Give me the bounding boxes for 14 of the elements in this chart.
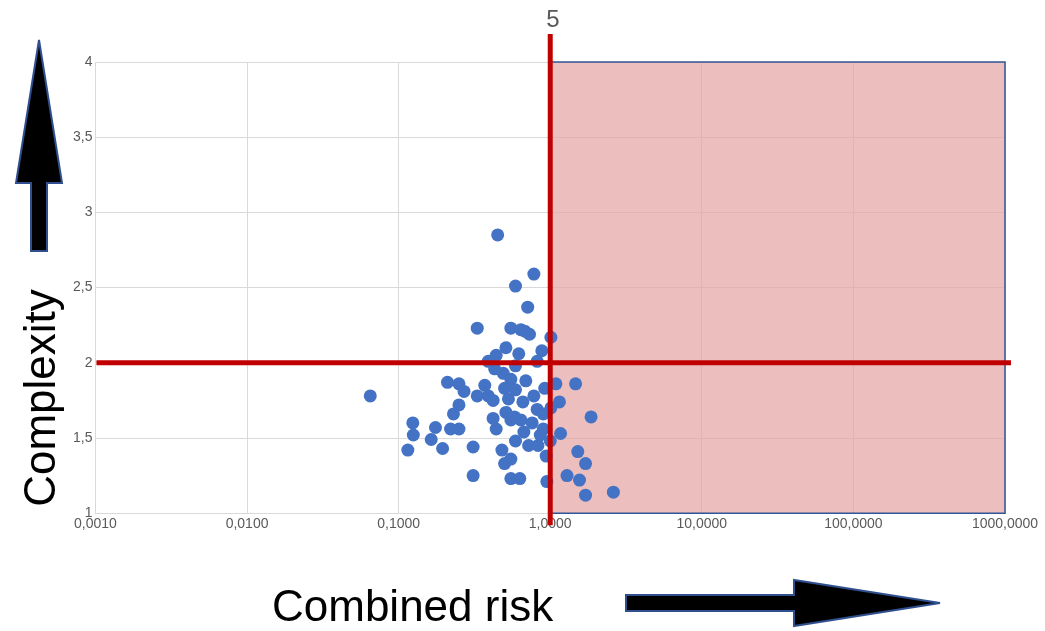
- text: 5: [546, 4, 560, 32]
- y-tick-label: 4: [84, 52, 93, 69]
- y-tick-label: 1,5: [72, 428, 93, 445]
- x-tick-label: 0,0100: [225, 515, 269, 532]
- x-axis-title: Combined risk: [272, 581, 554, 630]
- x-tick-label: 10,0000: [676, 515, 728, 532]
- x-tick-label: 100,0000: [824, 515, 883, 532]
- x-tick-label: 0,1000: [377, 515, 421, 532]
- x-tick-label: 1000,0000: [971, 515, 1039, 532]
- y-tick-label: 3,5: [72, 128, 93, 145]
- y-tick-label: 2,5: [72, 278, 93, 295]
- y-tick-label: 3: [84, 203, 93, 220]
- y-tick-label: 2: [84, 353, 93, 370]
- y-axis-title: Complexity: [15, 288, 64, 508]
